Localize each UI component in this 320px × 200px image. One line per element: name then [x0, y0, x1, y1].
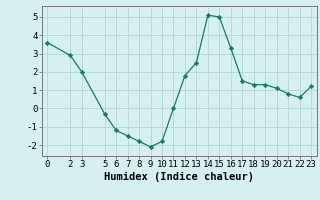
X-axis label: Humidex (Indice chaleur): Humidex (Indice chaleur) [104, 172, 254, 182]
